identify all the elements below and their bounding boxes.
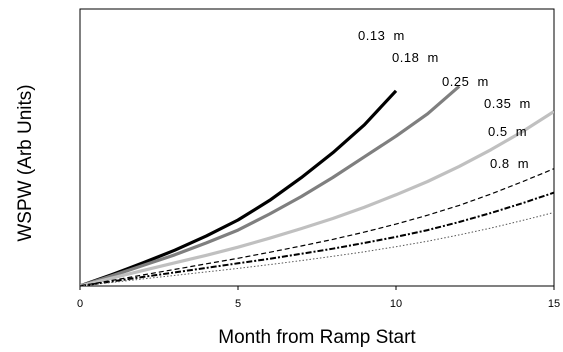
series-label-layer: 0.13 m 0.18 m0.25 m 0.35 m 0.5 m 0.8 m: [358, 28, 531, 171]
x-tick-layer: 0 5 10 15: [77, 286, 560, 310]
y-axis-title: WSPW (Arb Units): [15, 84, 36, 241]
series-line-4: [80, 191, 554, 286]
series-label-5: 0.8 m: [490, 156, 529, 171]
series-line-3: [80, 168, 554, 286]
series-label-4: 0.5 m: [488, 124, 527, 139]
series-line-1: [80, 85, 461, 286]
series-layer: [80, 85, 554, 286]
series-line-2: [80, 110, 554, 286]
series-line-5: [80, 212, 554, 286]
x-tick-label-2: 10: [390, 298, 402, 310]
series-label-0: 0.13 m: [358, 28, 405, 43]
series-label-2: 0.25 m: [442, 74, 489, 89]
series-label-1: 0.18 m: [392, 50, 439, 65]
plot-area: [79, 8, 555, 287]
x-axis-title: Month from Ramp Start: [218, 327, 416, 348]
series-line-0: [80, 89, 398, 286]
series-label-3: 0.35 m: [484, 96, 531, 111]
x-tick-label-1: 5: [235, 298, 241, 310]
x-tick-label-0: 0: [77, 298, 83, 310]
x-tick-label-3: 15: [548, 298, 560, 310]
